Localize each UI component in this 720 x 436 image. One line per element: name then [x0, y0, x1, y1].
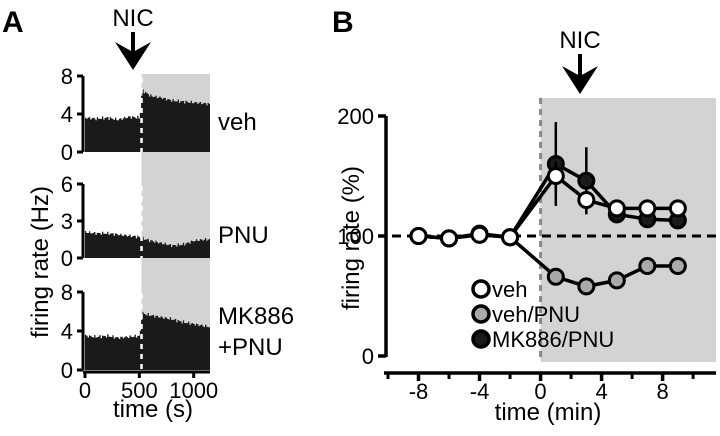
- point-veh-8: [668, 199, 687, 218]
- panel-a-nic-arrow: [115, 32, 151, 70]
- panel-a-letter: A: [2, 6, 24, 39]
- panel-b-axes: 0 100 200 -8 -4 0 4 8: [337, 104, 716, 404]
- point-mk886-pnu-5: [577, 171, 596, 190]
- panel-b-series: [409, 122, 687, 296]
- legend-label-veh: veh: [492, 277, 527, 302]
- histogram-veh: [85, 89, 210, 152]
- point-veh-0: [409, 227, 428, 245]
- subplot-label-mk886-line2: +PNU: [218, 334, 283, 361]
- x-tick-label-1000: 1000: [169, 378, 218, 403]
- subplot-label-veh: veh: [218, 109, 257, 136]
- point-veh-4: [546, 167, 565, 185]
- histogram-pnu: [85, 231, 210, 258]
- legend-marker-veh: [471, 279, 491, 299]
- panel-b-shade-rect: [540, 98, 716, 362]
- point-veh-pnu-6: [607, 271, 626, 290]
- panel-b-x-tick-label-0: 0: [534, 379, 546, 404]
- point-veh-pnu-5: [577, 277, 596, 296]
- point-veh-pnu-8: [668, 257, 687, 275]
- x-tick-label-0: 0: [79, 378, 91, 403]
- point-veh-pnu-4: [546, 267, 565, 286]
- legend-marker-mk886-pnu: [471, 329, 491, 349]
- y-tick-label-veh-0: 0: [61, 140, 73, 165]
- panel-b-x-tick-label-8: 8: [656, 379, 668, 404]
- histogram-mk886-pnu: [85, 312, 210, 370]
- legend-label-mk886-pnu: MK886/PNU: [492, 327, 614, 352]
- panel-b-ylabel: firing rate (%): [338, 166, 365, 310]
- subplot-label-pnu: PNU: [218, 222, 269, 249]
- point-veh-7: [638, 199, 657, 218]
- point-veh-2: [470, 225, 489, 244]
- panel-b-y-tick-label-100: 100: [337, 224, 374, 249]
- panel-b-xlabel: time (min): [495, 399, 602, 426]
- y-tick-label-veh-8: 8: [61, 64, 73, 89]
- panel-a-histograms: [85, 78, 210, 370]
- panel-b-shaded-region: [539, 98, 716, 362]
- panel-b-x-tick-label--8: -8: [409, 379, 429, 404]
- panel-a-xlabel: time (s): [113, 396, 193, 423]
- panel-b: B NIC 0 100 200 -8 -4 0 4 8 veh veh/PNU MK886/P…: [332, 6, 716, 426]
- panel-a-nic-label: NIC: [112, 5, 153, 32]
- panel-b-x-tick-label--4: -4: [470, 379, 490, 404]
- y-tick-label-mk886-pnu-4: 4: [61, 319, 73, 344]
- panel-b-legend: veh veh/PNU MK886/PNU: [471, 277, 614, 352]
- panel-b-letter: B: [332, 6, 354, 39]
- panel-b-y-tick-label-200: 200: [337, 104, 374, 129]
- panel-b-x-tick-label-4: 4: [595, 379, 607, 404]
- y-tick-label-pnu-3: 3: [61, 209, 73, 234]
- panel-b-nic-arrow: [562, 54, 598, 94]
- point-veh-3: [501, 228, 520, 247]
- y-tick-label-pnu-6: 6: [61, 172, 73, 197]
- y-tick-label-mk886-pnu-0: 0: [61, 358, 73, 383]
- y-tick-label-mk886-pnu-8: 8: [61, 280, 73, 305]
- panel-b-nic-label: NIC: [559, 27, 600, 54]
- panel-b-y-tick-label-0: 0: [362, 344, 374, 369]
- legend-label-veh-pnu: veh/PNU: [492, 302, 580, 327]
- subplot-label-mk886-line1: MK886: [218, 303, 294, 330]
- y-tick-label-veh-4: 4: [61, 102, 73, 127]
- panel-a-ylabel: firing rate (Hz): [27, 186, 54, 338]
- point-veh-6: [607, 199, 626, 218]
- legend-marker-veh-pnu: [471, 304, 491, 324]
- point-veh-pnu-7: [638, 257, 657, 275]
- panel-a-axes: 0 4 8 0 3 6 0 4 8 0 500 1000: [61, 64, 218, 403]
- point-veh-1: [440, 229, 459, 248]
- point-veh-5: [577, 191, 596, 209]
- y-tick-label-pnu-0: 0: [61, 246, 73, 271]
- x-tick-label-500: 500: [121, 378, 158, 403]
- panel-a: A NIC 0 4 8 0 3 6 0 4 8 0 500 1000 veh PNU MK886 +P…: [2, 5, 294, 423]
